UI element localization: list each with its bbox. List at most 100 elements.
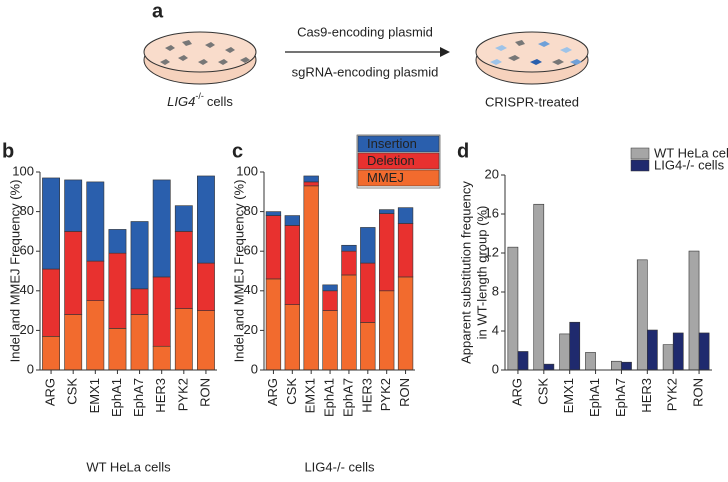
gene: LIG4: [167, 94, 195, 109]
panel-a: a Cas9-encoding plasmid sgRNA-encoding p…: [143, 0, 589, 109]
legend-label: MMEJ: [367, 170, 404, 185]
x-tick-label: EphA7: [613, 378, 628, 417]
legend-label: WT HeLa cells: [654, 145, 728, 160]
bar-segment: [152, 179, 171, 278]
y-tick-label: 80: [20, 203, 34, 218]
axis: [39, 172, 217, 371]
bar: [636, 259, 648, 371]
bar: [611, 360, 622, 371]
legend-swatch: [630, 147, 650, 160]
x-tick-label: CSK: [284, 378, 299, 405]
bar-segment: [174, 308, 193, 371]
panel: b 0 20 40 60 80 100 Indel and MMEJ Frequency (%…: [2, 140, 217, 474]
bar-segment: [265, 211, 282, 216]
bar-segment: [152, 345, 171, 371]
y-axis-title: Apparent substitution frequency: [458, 181, 473, 364]
y-axis-title: Indel and MMEJ Frequency (%): [231, 180, 246, 363]
bar-segment: [341, 244, 357, 252]
bar-segment: [303, 175, 319, 183]
bar-segment: [64, 231, 83, 315]
bar-segment: [86, 300, 105, 371]
bar: [662, 344, 674, 371]
x-tick-label: EphA1: [322, 378, 337, 417]
bar-segment: [86, 181, 105, 262]
y-tick-label: 60: [244, 243, 258, 258]
dish-caption: CRISPR-treated: [485, 94, 579, 109]
bar: [698, 332, 710, 371]
y-tick-label: 0: [251, 361, 258, 376]
panel: c 0 20 40 60 80 100 Indel and MMEJ Frequency (%…: [231, 134, 441, 474]
bar-segment: [64, 179, 83, 232]
bar-segment: [284, 215, 300, 226]
arrow-label: sgRNA-encoding plasmid: [292, 64, 439, 79]
bar-segment: [322, 290, 338, 311]
x-tick-label: PYK2: [378, 378, 393, 411]
bar-segment: [197, 175, 215, 264]
legend-swatch: [357, 169, 440, 187]
bar-segment: [130, 221, 149, 290]
bar-segment: [197, 310, 215, 371]
x-axis-title: LIG4-/- cells: [304, 459, 375, 474]
x-tick-label: EMX1: [561, 378, 576, 413]
y-tick-label: 40: [244, 282, 258, 297]
dish-caption: LIG4-/- cells: [167, 91, 233, 109]
y-tick-label: 20: [244, 322, 258, 337]
x-tick-label: RON: [691, 378, 706, 407]
treated-cells: [490, 40, 582, 65]
x-tick-label: HER3: [153, 378, 168, 413]
bar-segment: [174, 205, 193, 232]
y-tick-label: 0: [492, 361, 499, 376]
bar-segment: [322, 310, 338, 371]
bar-segment: [130, 314, 149, 371]
x-tick-label: EMX1: [87, 378, 102, 413]
bar-segment: [284, 225, 300, 305]
x-tick-label: ARG: [43, 378, 58, 406]
bar-segment: [360, 262, 376, 323]
y-tick-label: 40: [20, 282, 34, 297]
bar-segment: [174, 231, 193, 309]
bar-segment: [108, 328, 127, 371]
bar-segment: [322, 284, 338, 292]
bar-segment: [42, 336, 60, 371]
arrow-label: Cas9-encoding plasmid: [297, 24, 433, 39]
x-tick-label: RON: [397, 378, 412, 407]
bar-segment: [265, 215, 282, 280]
y-tick-label: 60: [20, 243, 34, 258]
caption-suffix: cells: [207, 94, 234, 109]
x-tick-label: EphA1: [109, 378, 124, 417]
panel-label: d: [457, 140, 469, 162]
bar-segment: [303, 181, 319, 187]
bar-segment: [341, 274, 357, 371]
superscript: -/-: [195, 91, 204, 101]
bar: [517, 351, 529, 371]
bar-segment: [379, 290, 395, 371]
dish-lid: [143, 31, 257, 73]
x-axis-title: WT HeLa cells: [86, 459, 171, 474]
bar-segment: [197, 262, 215, 311]
bar: [507, 246, 519, 371]
x-tick-label: HER3: [359, 378, 374, 413]
bar-segment: [360, 227, 376, 264]
y-tick-label: 4: [492, 322, 499, 337]
bar-segment: [303, 185, 319, 371]
panel-label: a: [152, 0, 164, 22]
legend-swatch: [630, 159, 650, 172]
x-tick-label: EphA1: [587, 378, 602, 417]
x-tick-label: EMX1: [303, 378, 318, 413]
legend-swatch: [357, 135, 440, 153]
y-tick-label: 80: [244, 203, 258, 218]
bar-segment: [379, 213, 395, 292]
y-axis-title: in WT-length group (%): [474, 206, 489, 340]
bar-segment: [108, 252, 127, 329]
bar-segment: [397, 207, 414, 224]
cells: [160, 40, 250, 65]
axis: [263, 172, 415, 371]
legend-label: Deletion: [367, 153, 415, 168]
y-axis-title: Indel and MMEJ Frequency (%): [7, 180, 22, 363]
bar-segment: [86, 260, 105, 302]
x-tick-label: HER3: [639, 378, 654, 413]
bar-segment: [341, 250, 357, 276]
x-tick-label: EphA7: [340, 378, 355, 417]
bar-segment: [360, 322, 376, 371]
